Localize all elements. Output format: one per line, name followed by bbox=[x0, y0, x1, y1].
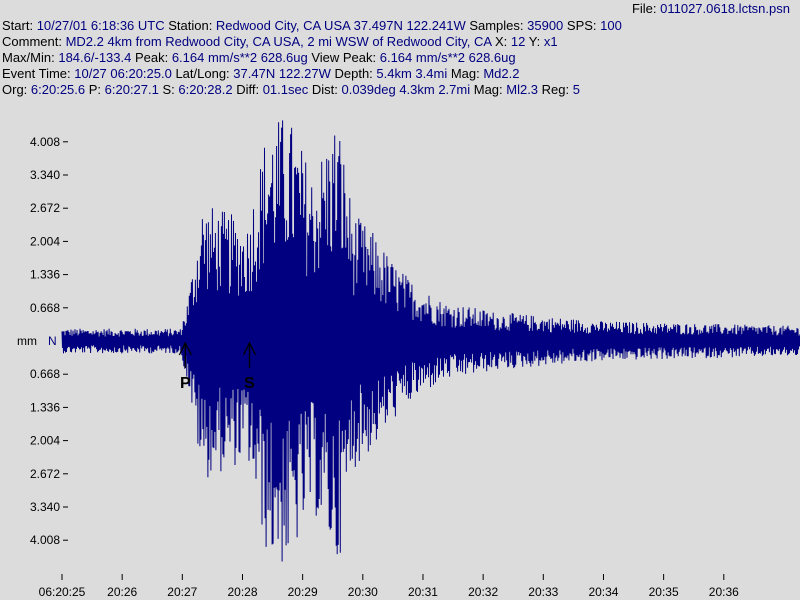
mag-value: Md2.2 bbox=[483, 66, 520, 81]
y-center-label: N bbox=[48, 334, 57, 348]
x-tick-label: 20:29 bbox=[288, 585, 318, 599]
depth-label: Depth: bbox=[330, 66, 377, 81]
phase-marker-p: P bbox=[178, 341, 192, 392]
arrow-up-icon bbox=[242, 341, 257, 368]
phase-marker-label: P bbox=[180, 375, 191, 392]
y-tick-label: 1.336 bbox=[30, 268, 60, 282]
event-line: Event Time: 10/27 06:20:25.0 Lat/Long: 3… bbox=[0, 65, 800, 82]
mag-label: Mag: bbox=[447, 66, 484, 81]
file-label: File: bbox=[631, 1, 661, 16]
comment-label: Comment: bbox=[2, 34, 66, 49]
x-tick-label: 20:32 bbox=[468, 585, 498, 599]
phase-marker-s: S bbox=[242, 341, 257, 392]
x-axis: 06:20:25 20:26 20:27 20:28 20:29 20:30 20:31 20… bbox=[39, 574, 739, 599]
y-tick-label: 0.668 bbox=[30, 301, 60, 315]
y-tick-label: 1.336 bbox=[30, 400, 60, 414]
y-tick-label: 0.668 bbox=[30, 367, 60, 381]
start-label: Start: bbox=[2, 18, 37, 33]
file-line: File: 011027.0618.lctsn.psn bbox=[0, 0, 800, 17]
y-tick-label: 2.672 bbox=[30, 201, 60, 215]
org-label: Org: bbox=[2, 82, 31, 97]
y-tick-label: 3.340 bbox=[30, 168, 60, 182]
y-axis: 4.008 3.340 2.672 2.004 1.336 0.668 0.668 1.336… bbox=[30, 135, 68, 547]
x-label: X: bbox=[491, 34, 511, 49]
sps-value: 100 bbox=[600, 18, 622, 33]
org-line: Org: 6:20:25.6 P: 6:20:27.1 S: 6:20:28.2… bbox=[0, 81, 800, 98]
station-value: Redwood City, CA USA 37.497N 122.241W bbox=[215, 18, 466, 33]
dist-value: 0.039deg 4.3km 2.7mi bbox=[341, 82, 471, 97]
mag2-label: Mag: bbox=[470, 82, 507, 97]
p-time-label: P: bbox=[85, 82, 105, 97]
y-tick-label: 3.340 bbox=[30, 500, 60, 514]
y-unit-label: mm bbox=[17, 334, 37, 348]
start-line: Start: 10/27/01 6:18:36 UTC Station: Red… bbox=[0, 17, 800, 34]
x-tick-label: 20:33 bbox=[528, 585, 558, 599]
comment-line: Comment: MD2.2 4km from Redwood City, CA… bbox=[0, 33, 800, 50]
comment-value: MD2.2 4km from Redwood City, CA USA, 2 m… bbox=[65, 34, 492, 49]
peak-label: Peak: bbox=[131, 50, 172, 65]
y-tick-label: 4.008 bbox=[30, 135, 60, 149]
reg-label: Reg: bbox=[538, 82, 573, 97]
y-label: Y: bbox=[525, 34, 544, 49]
x-tick-label: 20:36 bbox=[709, 585, 739, 599]
x-tick-label: 20:35 bbox=[649, 585, 679, 599]
x-tick-label: 20:26 bbox=[107, 585, 137, 599]
s-time-value: 6:20:28.2 bbox=[178, 82, 233, 97]
s-time-label: S: bbox=[158, 82, 179, 97]
peak-value: 6.164 mm/s**2 628.6ug bbox=[171, 50, 308, 65]
y-tick-label: 2.672 bbox=[30, 467, 60, 481]
x-tick-label: 06:20:25 bbox=[39, 585, 86, 599]
x-value: 12 bbox=[510, 34, 526, 49]
org-value: 6:20:25.6 bbox=[30, 82, 86, 97]
start-value: 10/27/01 6:18:36 UTC bbox=[36, 18, 165, 33]
maxmin-label: Max/Min: bbox=[2, 50, 59, 65]
x-tick-label: 20:27 bbox=[167, 585, 197, 599]
x-tick-label: 20:30 bbox=[348, 585, 378, 599]
station-label: Station: bbox=[164, 18, 216, 33]
x-tick-label: 20:31 bbox=[408, 585, 438, 599]
event-time-label: Event Time: bbox=[2, 66, 75, 81]
sps-label: SPS: bbox=[563, 18, 601, 33]
y-value: x1 bbox=[543, 34, 558, 49]
file-value: 011027.0618.lctsn.psn bbox=[660, 1, 790, 16]
latlong-label: Lat/Long: bbox=[171, 66, 234, 81]
seismic-trace bbox=[61, 120, 800, 562]
x-tick-label: 20:28 bbox=[227, 585, 257, 599]
arrow-up-icon bbox=[178, 341, 192, 368]
p-time-value: 6:20:27.1 bbox=[104, 82, 159, 97]
view-peak-label: View Peak: bbox=[307, 50, 380, 65]
event-time-value: 10/27 06:20:25.0 bbox=[74, 66, 172, 81]
samples-label: Samples: bbox=[465, 18, 528, 33]
depth-value: 5.4km 3.4mi bbox=[376, 66, 448, 81]
view-peak-value: 6.164 mm/s**2 628.6ug bbox=[379, 50, 516, 65]
y-tick-label: 2.004 bbox=[30, 234, 60, 248]
x-tick-label: 20:34 bbox=[588, 585, 618, 599]
y-tick-label: 4.008 bbox=[30, 533, 60, 547]
diff-value: 01.1sec bbox=[262, 82, 309, 97]
samples-value: 35900 bbox=[527, 18, 564, 33]
y-tick-label: 2.004 bbox=[30, 434, 60, 448]
mag2-value: Ml2.3 bbox=[506, 82, 539, 97]
maxmin-line: Max/Min: 184.6/-133.4 Peak: 6.164 mm/s**… bbox=[0, 49, 800, 66]
dist-label: Dist: bbox=[308, 82, 342, 97]
diff-label: Diff: bbox=[232, 82, 263, 97]
maxmin-value: 184.6/-133.4 bbox=[58, 50, 132, 65]
phase-marker-label: S bbox=[244, 375, 255, 392]
latlong-value: 37.47N 122.27W bbox=[233, 66, 331, 81]
reg-value: 5 bbox=[572, 82, 580, 97]
